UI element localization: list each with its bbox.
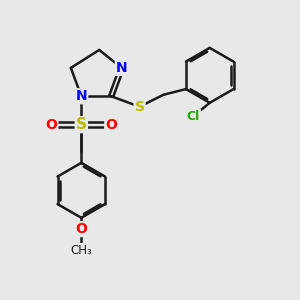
Text: N: N [116, 61, 127, 75]
Text: O: O [75, 222, 87, 236]
Text: CH₃: CH₃ [70, 244, 92, 256]
Text: O: O [105, 118, 117, 132]
Text: Cl: Cl [187, 110, 200, 123]
Text: S: S [134, 100, 145, 114]
Text: N: N [76, 89, 87, 103]
Text: O: O [46, 118, 57, 132]
Text: S: S [76, 117, 87, 132]
